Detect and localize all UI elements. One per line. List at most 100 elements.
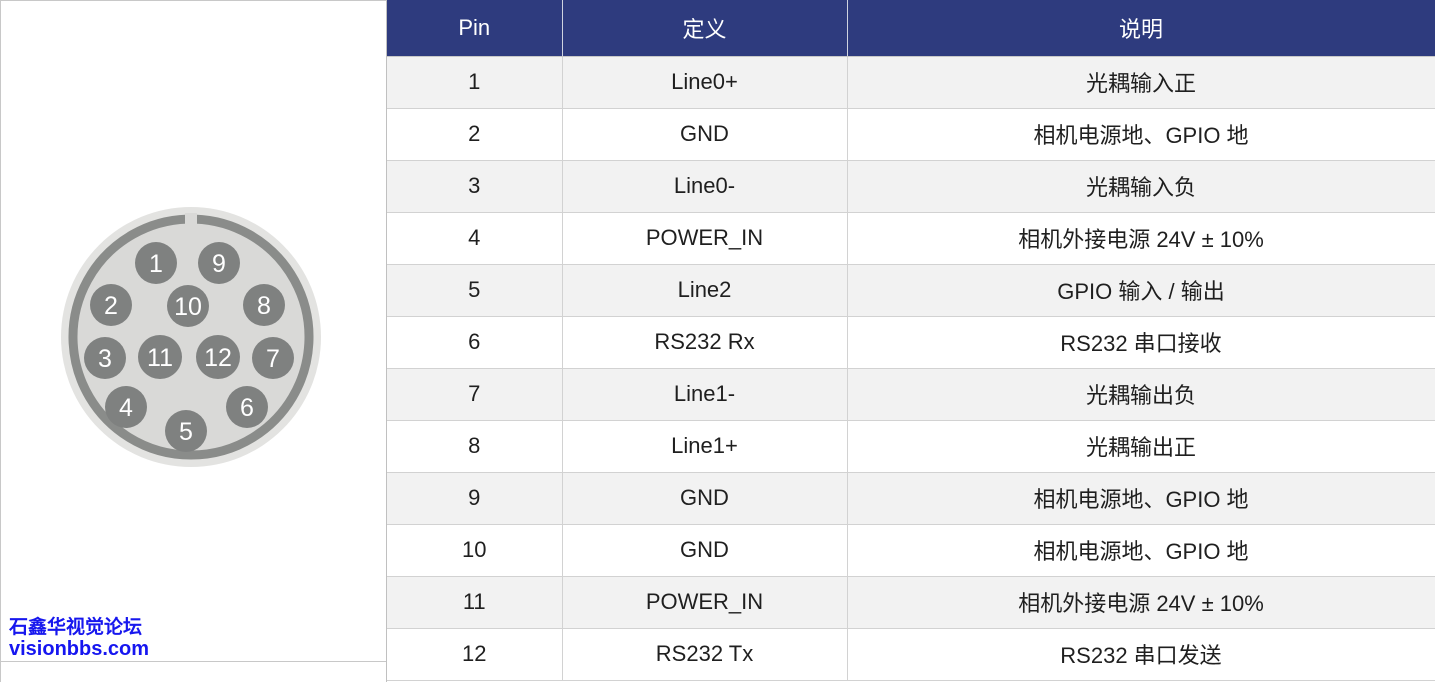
cell-definition: POWER_IN <box>562 576 848 629</box>
pin-label-11: 11 <box>147 344 173 372</box>
pin-label-1: 1 <box>149 250 163 278</box>
watermark-site-text: visionbbs.com <box>9 638 150 660</box>
cell-description: 相机电源地、GPIO 地 <box>847 524 1435 577</box>
cell-definition: GND <box>562 524 848 577</box>
pin-10: 10 <box>167 285 209 327</box>
cell-definition: Line1- <box>562 368 848 421</box>
table-header-row: Pin 定义 说明 <box>387 0 1435 57</box>
pin-label-2: 2 <box>104 292 118 320</box>
pin-7: 7 <box>252 337 294 379</box>
pin-label-6: 6 <box>240 394 254 422</box>
pin-circle-5 <box>165 410 207 452</box>
pin-label-4: 4 <box>119 394 133 422</box>
cell-description: 光耦输入负 <box>847 160 1435 213</box>
table-row: 2 GND 相机电源地、GPIO 地 <box>387 108 1435 161</box>
connector-notch <box>185 213 197 227</box>
pin-circle-7 <box>252 337 294 379</box>
pin-9: 9 <box>198 242 240 284</box>
cell-description: RS232 串口发送 <box>847 628 1435 681</box>
pin-circle-6 <box>226 386 268 428</box>
table-row: 5 Line2 GPIO 输入 / 输出 <box>387 264 1435 317</box>
table-row: 8 Line1+ 光耦输出正 <box>387 420 1435 473</box>
table-row: 11 POWER_IN 相机外接电源 24V ± 10% <box>387 576 1435 629</box>
pin-label-8: 8 <box>257 292 271 320</box>
pin-circle-9 <box>198 242 240 284</box>
cell-definition: POWER_IN <box>562 212 848 265</box>
column-header-definition: 定义 <box>562 0 848 57</box>
pin-circle-3 <box>84 337 126 379</box>
cell-definition: Line0- <box>562 160 848 213</box>
connector-keying-ring <box>68 214 314 460</box>
cell-pin: 10 <box>387 524 563 577</box>
cell-definition: Line0+ <box>562 56 848 109</box>
pin-5: 5 <box>165 410 207 452</box>
table-header: Pin 定义 说明 <box>387 0 1435 57</box>
cell-description: 相机电源地、GPIO 地 <box>847 472 1435 525</box>
table-row: 7 Line1- 光耦输出负 <box>387 368 1435 421</box>
pin-circle-4 <box>105 386 147 428</box>
cell-description: GPIO 输入 / 输出 <box>847 264 1435 317</box>
cell-description: 相机外接电源 24V ± 10% <box>847 212 1435 265</box>
cell-definition: RS232 Rx <box>562 316 848 369</box>
connector-svg: 1 9 2 10 8 3 11 12 7 4 6 5 <box>61 207 321 467</box>
cell-pin: 8 <box>387 420 563 473</box>
cell-description: RS232 串口接收 <box>847 316 1435 369</box>
cell-definition: Line1+ <box>562 420 848 473</box>
connector-diagram: 1 9 2 10 8 3 11 12 7 4 6 5 <box>55 205 327 467</box>
pin-circle-12 <box>196 335 240 379</box>
column-header-description: 说明 <box>847 0 1435 57</box>
cell-definition: GND <box>562 108 848 161</box>
column-header-pin: Pin <box>387 0 563 57</box>
pin-group: 1 9 2 10 8 3 11 12 7 4 6 5 <box>84 242 294 452</box>
pin-circle-8 <box>243 284 285 326</box>
pin-circle-2 <box>90 284 132 326</box>
cell-definition: Line2 <box>562 264 848 317</box>
table-row: 12 RS232 Tx RS232 串口发送 <box>387 628 1435 681</box>
cell-pin: 1 <box>387 56 563 109</box>
table-row: 10 GND 相机电源地、GPIO 地 <box>387 524 1435 577</box>
cell-pin: 9 <box>387 472 563 525</box>
pin-label-7: 7 <box>266 345 280 373</box>
cell-pin: 2 <box>387 108 563 161</box>
cell-pin: 4 <box>387 212 563 265</box>
pin-12: 12 <box>196 335 240 379</box>
cell-pin: 3 <box>387 160 563 213</box>
cell-description: 相机外接电源 24V ± 10% <box>847 576 1435 629</box>
pin-circle-10 <box>167 285 209 327</box>
cell-definition: GND <box>562 472 848 525</box>
pin-label-10: 10 <box>174 293 202 321</box>
pin-4: 4 <box>105 386 147 428</box>
pin-circle-11 <box>138 335 182 379</box>
pin-11: 11 <box>138 335 182 379</box>
table-row: 3 Line0- 光耦输入负 <box>387 160 1435 213</box>
cell-pin: 7 <box>387 368 563 421</box>
pin-8: 8 <box>243 284 285 326</box>
cell-pin: 5 <box>387 264 563 317</box>
cell-description: 光耦输出正 <box>847 420 1435 473</box>
cell-description: 光耦输入正 <box>847 56 1435 109</box>
cell-description: 相机电源地、GPIO 地 <box>847 108 1435 161</box>
table-row: 4 POWER_IN 相机外接电源 24V ± 10% <box>387 212 1435 265</box>
watermark: 石鑫华视觉论坛 visionbbs.com <box>9 618 149 660</box>
panel-divider <box>1 661 386 662</box>
cell-definition: RS232 Tx <box>562 628 848 681</box>
pin-label-5: 5 <box>179 418 193 446</box>
pin-1: 1 <box>135 242 177 284</box>
cell-pin: 6 <box>387 316 563 369</box>
table-row: 9 GND 相机电源地、GPIO 地 <box>387 472 1435 525</box>
table-row: 1 Line0+ 光耦输入正 <box>387 56 1435 109</box>
pin-label-9: 9 <box>212 250 226 278</box>
pin-label-12: 12 <box>204 344 232 372</box>
cell-pin: 12 <box>387 628 563 681</box>
table-row: 6 RS232 Rx RS232 串口接收 <box>387 316 1435 369</box>
pin-6: 6 <box>226 386 268 428</box>
cell-description: 光耦输出负 <box>847 368 1435 421</box>
connector-panel: 1 9 2 10 8 3 11 12 7 4 6 5 石鑫华视觉论坛 visionbbs.com <box>0 0 387 682</box>
cell-pin: 11 <box>387 576 563 629</box>
watermark-cn-text: 石鑫华视觉论坛 <box>9 617 143 639</box>
table-body: 1 Line0+ 光耦输入正 2 GND 相机电源地、GPIO 地 3 Line0- 光耦输入负… <box>387 56 1435 681</box>
pin-2: 2 <box>90 284 132 326</box>
